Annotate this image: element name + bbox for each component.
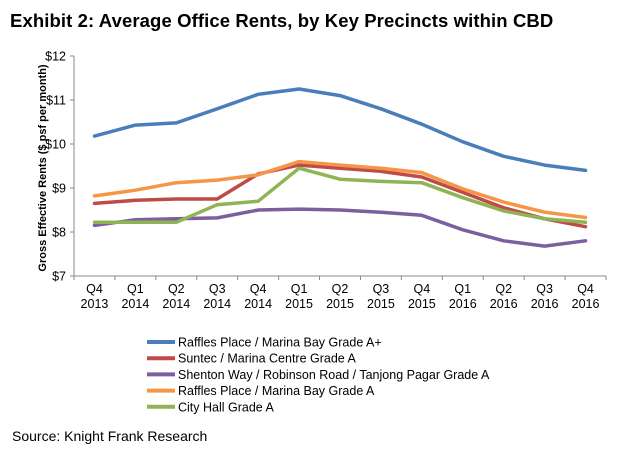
legend-label-1: Raffles Place / Marina Bay Grade A+	[178, 336, 382, 350]
x-tick-label-line: 2016	[531, 297, 559, 311]
x-tick-label-line: 2014	[121, 297, 149, 311]
y-tick-label: $9	[52, 182, 66, 196]
x-tick-label: Q3 2014	[203, 282, 231, 311]
x-tick-label-line: 2016	[572, 297, 600, 311]
x-tick-label-line: Q3	[536, 282, 553, 296]
source-note: Source: Knight Frank Research	[12, 428, 208, 444]
x-tick-label: Q4 2016	[572, 282, 600, 311]
y-tick-label: $8	[52, 226, 66, 240]
x-tick-label-line: Q2	[495, 282, 512, 296]
chart-title: Exhibit 2: Average Office Rents, by Key …	[10, 10, 554, 31]
x-tick-label-line: Q4	[86, 282, 103, 296]
y-tick-label: $12	[45, 50, 66, 64]
series-line-2	[92, 163, 588, 229]
x-tick-label-line: Q1	[454, 282, 471, 296]
x-tick-label: Q2 2016	[490, 282, 518, 311]
x-tick-label-line: 2015	[367, 297, 395, 311]
legend-label-5: City Hall Grade A	[178, 400, 275, 414]
x-tick-label-line: Q4	[577, 282, 594, 296]
x-tick-label-line: Q3	[373, 282, 390, 296]
y-tick-label: $10	[45, 138, 66, 152]
x-tick-label-line: Q1	[291, 282, 308, 296]
x-tick-label: Q4 2014	[244, 282, 272, 311]
x-tick-label-line: 2015	[326, 297, 354, 311]
x-tick-label: Q2 2015	[326, 282, 354, 311]
x-tick-label-line: Q2	[332, 282, 349, 296]
x-tick-label-line: Q1	[127, 282, 144, 296]
x-tick-label: Q4 2013	[81, 282, 109, 311]
series-line-3	[92, 207, 588, 248]
x-tick-label: Q1 2014	[121, 282, 149, 311]
series-line-4	[92, 159, 588, 220]
x-tick-label-line: 2016	[449, 297, 477, 311]
y-axis-label: Gross Effective Rents ($ psf per month)	[37, 64, 49, 272]
x-tick-label-line: 2015	[285, 297, 313, 311]
y-tick-label: $7	[52, 270, 66, 284]
legend-label-2: Suntec / Marina Centre Grade A	[178, 352, 357, 366]
x-tick-label: Q1 2016	[449, 282, 477, 311]
y-tick-label: $11	[46, 94, 66, 108]
x-tick-label-line: Q4	[250, 282, 267, 296]
x-tick-label-line: 2014	[203, 297, 231, 311]
x-tick-label-line: Q2	[168, 282, 185, 296]
x-tick-label-line: 2013	[81, 297, 109, 311]
x-tick-label: Q3 2015	[367, 282, 395, 311]
x-tick-label: Q3 2016	[531, 282, 559, 311]
series-line-1	[92, 87, 588, 173]
legend-label-4: Raffles Place / Marina Bay Grade A	[178, 384, 375, 398]
x-tick-label: Q1 2015	[285, 282, 313, 311]
x-tick-label-line: Q4	[414, 282, 431, 296]
x-tick-label: Q4 2015	[408, 282, 436, 311]
x-tick-label-line: 2015	[408, 297, 436, 311]
x-tick-label: Q2 2014	[162, 282, 190, 311]
x-tick-label-line: Q3	[209, 282, 226, 296]
x-tick-label-line: 2014	[244, 297, 272, 311]
x-tick-label-line: 2014	[162, 297, 190, 311]
legend-label-3: Shenton Way / Robinson Road / Tanjong Pa…	[178, 368, 490, 382]
series-line-5	[92, 166, 588, 225]
x-tick-label-line: 2016	[490, 297, 518, 311]
